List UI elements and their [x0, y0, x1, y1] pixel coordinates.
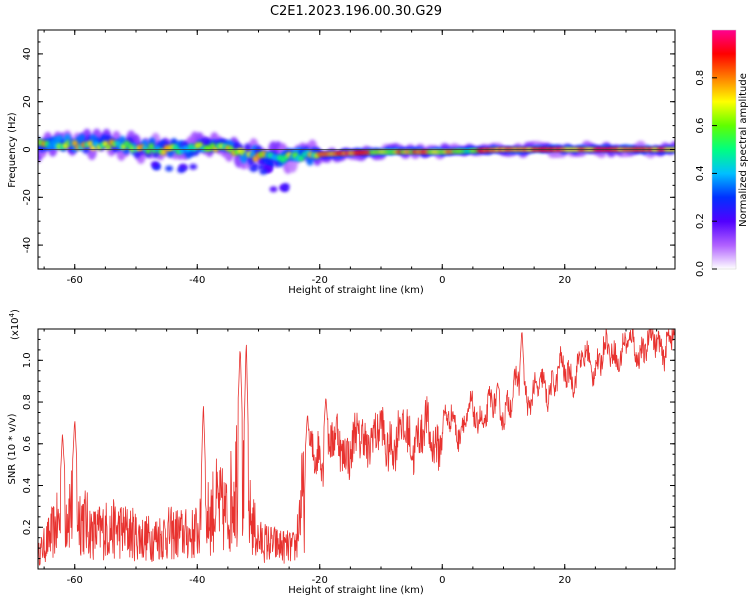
heatmap-cell — [259, 168, 268, 175]
heatmap-cell — [281, 183, 290, 190]
x-tick-label: -40 — [189, 275, 205, 286]
y-tick-label: 1.0 — [22, 352, 33, 368]
snr-x-axis: -60 -40 -20 0 20 — [43, 329, 658, 586]
heatmap-cell — [269, 186, 278, 193]
colorbar-tick-label: 0.8 — [695, 70, 706, 86]
colorbar-tick-label: 0.6 — [695, 118, 706, 134]
heatmap-cell — [87, 140, 94, 147]
snr-panel: -60 -40 -20 0 20 0.2 0.4 0.6 0.8 1.0 Height of s… — [7, 309, 676, 596]
colorbar-frame — [711, 29, 737, 270]
snr-series-line — [38, 329, 675, 566]
x-tick-label: 0 — [439, 275, 445, 286]
colorbar-axis: 0.0 0.2 0.4 0.6 0.8 — [695, 70, 717, 277]
heatmap-y-axis: -40 -20 0 20 40 — [22, 29, 675, 270]
heatmap-area — [38, 128, 675, 193]
heatmap-panel: -60 -40 -20 0 20 -40 -20 0 20 40 Height of strai… — [7, 29, 676, 296]
x-tick-label: 20 — [558, 275, 571, 286]
y-tick-label: 0.2 — [22, 519, 33, 535]
snr-multiplier: (x104) — [8, 309, 21, 340]
y-tick-label: 0.4 — [22, 478, 33, 494]
x-tick-label: -20 — [312, 575, 328, 586]
heatmap-cell — [71, 140, 78, 147]
colorbar-tick-label: 0.4 — [695, 165, 706, 181]
snr-multiplier-close: ) — [10, 309, 21, 313]
heatmap-x-label: Height of straight line (km) — [288, 285, 424, 296]
heatmap-y-label: Frequency (Hz) — [7, 112, 18, 188]
x-tick-label: 20 — [558, 575, 571, 586]
snr-x-label: Height of straight line (km) — [288, 585, 424, 596]
heatmap-cell — [165, 165, 174, 172]
y-tick-label: 0.6 — [22, 436, 33, 452]
y-tick-label: 0 — [22, 146, 33, 152]
y-tick-label: -40 — [22, 237, 33, 253]
y-tick-label: 40 — [22, 48, 33, 61]
snr-multiplier-exp: 4 — [8, 312, 16, 317]
y-tick-label: 20 — [22, 95, 33, 108]
x-tick-label: -60 — [67, 575, 83, 586]
heatmap-cell — [177, 167, 186, 173]
svg-text:(x104): (x104) — [8, 309, 21, 340]
x-tick-label: -20 — [312, 275, 328, 286]
colorbar-gradient — [712, 30, 736, 269]
x-tick-label: -40 — [189, 575, 205, 586]
snr-frame — [37, 328, 676, 570]
heatmap-cell — [189, 163, 198, 170]
heatmap-cell — [249, 166, 258, 172]
heatmap-x-axis: -60 -40 -20 0 20 — [43, 30, 658, 286]
x-tick-label: -60 — [67, 275, 83, 286]
y-tick-label: -20 — [22, 189, 33, 205]
snr-y-axis: 0.2 0.4 0.6 0.8 1.0 — [22, 328, 675, 570]
y-tick-label: 0.8 — [22, 394, 33, 410]
colorbar: 0.0 0.2 0.4 0.6 0.8 Normalized spectral ampl… — [695, 29, 749, 277]
colorbar-label: Normalized spectral amplitude — [738, 73, 749, 227]
heatmap-cell — [105, 144, 112, 150]
snr-multiplier-base: (x10 — [10, 317, 21, 340]
colorbar-tick-label: 0.2 — [695, 213, 706, 229]
heatmap-cell — [150, 161, 159, 168]
figure-title: C2E1.2023.196.00.30.G29 — [270, 4, 442, 19]
x-tick-label: 0 — [439, 575, 445, 586]
colorbar-tick-label: 0.0 — [695, 261, 706, 277]
snr-y-label: SNR (10 * v/v) — [7, 413, 18, 484]
